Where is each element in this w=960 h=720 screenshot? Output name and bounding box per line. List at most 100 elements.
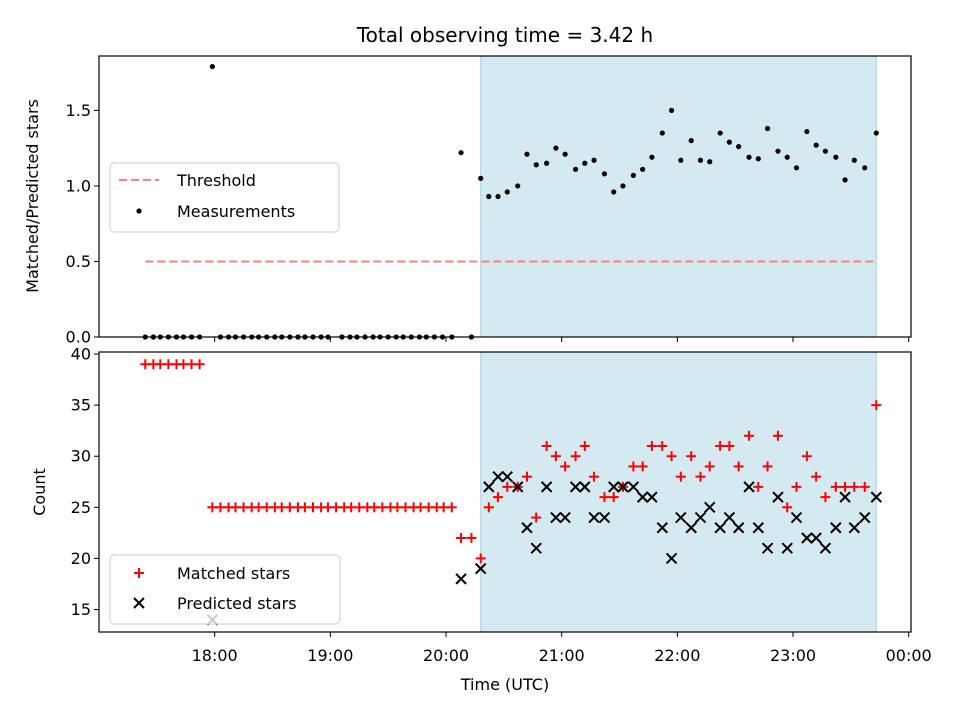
predicted-star-point — [839, 491, 851, 503]
measurement-point — [582, 160, 588, 166]
measurement-point — [697, 157, 704, 163]
predicted-star-point — [656, 522, 669, 534]
measurement-point — [659, 130, 665, 136]
matched-star-point — [466, 532, 477, 543]
measurement-point — [833, 154, 839, 160]
predicted-star-point — [617, 481, 629, 493]
matched-star-point — [456, 532, 467, 543]
matched-star-point — [599, 492, 610, 503]
measurement-point — [544, 160, 550, 166]
measurement-point — [486, 193, 492, 200]
matched-stars-legend-swatch — [134, 568, 144, 578]
matched-star-point — [811, 471, 822, 482]
predicted-star-point — [810, 532, 822, 544]
measurement-point — [726, 139, 732, 145]
y-tick-label: 15 — [71, 600, 91, 619]
measurement-point — [736, 144, 742, 150]
matched-star-point — [859, 481, 870, 492]
matched-star-point — [772, 430, 783, 441]
predicted-stars-legend-swatch — [133, 597, 145, 609]
x-tick-label: 18:00 — [192, 646, 238, 665]
matched-star-point — [666, 451, 677, 462]
x-tick-label: 00:00 — [886, 646, 932, 665]
predicted-star-point — [492, 470, 504, 483]
predicted-star-point — [704, 501, 716, 514]
measurement-point — [591, 157, 597, 163]
matched-star-point — [550, 451, 561, 462]
matched-star-point — [637, 461, 648, 472]
predicted-star-point — [732, 522, 745, 534]
predicted-star-point — [540, 481, 553, 493]
predicted-star-point — [530, 542, 542, 554]
measurement-point — [688, 138, 694, 144]
y-tick-label: 35 — [71, 396, 91, 415]
measurement-point — [764, 125, 771, 132]
matched-star-point — [628, 461, 639, 472]
predicted-star-point — [761, 542, 774, 554]
matched-star-point — [657, 441, 668, 452]
predicted-star-point — [743, 481, 755, 493]
matched-star-point — [840, 481, 851, 492]
y-tick-label: 25 — [71, 498, 91, 517]
bottom-shaded-span — [480, 351, 877, 633]
measurement-point — [601, 171, 608, 177]
matched-star-point — [194, 359, 205, 370]
measurement-point — [640, 166, 646, 172]
predicted-star-point — [627, 481, 640, 493]
measurement-point — [562, 151, 568, 157]
matched-star-point — [608, 492, 619, 503]
predicted-star-point — [665, 552, 678, 565]
top-x-ticks — [214, 337, 910, 342]
x-tick-label: 20:00 — [423, 646, 469, 665]
matched-star-point — [589, 471, 600, 482]
measurement-point — [553, 145, 559, 151]
matched-star-point — [744, 430, 755, 441]
top-y-axis-label: Matched/Predicted stars — [23, 99, 42, 293]
measurement-point — [851, 157, 857, 163]
predicted-star-point — [752, 522, 765, 534]
matched-star-point — [704, 461, 715, 472]
bottom-legend: Matched stars Predicted stars — [109, 554, 341, 625]
matched-star-point — [502, 481, 513, 492]
bottom-legend-box — [109, 554, 341, 625]
matched-stars-legend-label: Matched stars — [177, 564, 290, 583]
predicted-stars-legend-label: Predicted stars — [177, 594, 297, 613]
top-shaded-span — [480, 55, 877, 338]
measurement-point — [813, 142, 819, 148]
threshold-legend-label: Threshold — [176, 171, 256, 190]
matched-star-point — [541, 441, 552, 452]
predicted-star-point — [521, 522, 533, 534]
matched-star-point — [570, 451, 581, 462]
predicted-star-point — [512, 481, 524, 493]
matched-star-point — [531, 512, 542, 523]
matched-star-point — [521, 471, 532, 482]
chart-title: Total observing time = 3.42 h — [356, 23, 653, 47]
predicted-star-point — [550, 511, 562, 524]
measurement-point — [822, 148, 829, 154]
predicted-star-point — [588, 511, 600, 524]
predicted-star-point — [636, 491, 649, 503]
top-plot-frame — [98, 55, 912, 338]
measurement-point — [611, 189, 617, 195]
matched-star-point — [820, 492, 831, 503]
measurement-point — [707, 159, 713, 165]
y-tick-label: 30 — [71, 447, 91, 466]
matched-star-point — [493, 492, 504, 503]
y-tick-label: 0.0 — [66, 328, 91, 347]
predicted-star-point — [723, 511, 736, 524]
x-axis-label: Time (UTC) — [460, 675, 549, 694]
measurement-point — [755, 156, 761, 162]
measurement-point — [668, 107, 675, 113]
x-tick-label: 19:00 — [307, 646, 353, 665]
predicted-star-point — [819, 542, 832, 554]
predicted-star-point — [848, 522, 861, 534]
predicted-star-point — [694, 511, 707, 524]
bottom-y-ticks: 15 20 25 30 35 40 — [71, 345, 99, 619]
matched-star-point — [686, 451, 697, 462]
predicted-star-point — [801, 532, 813, 544]
measurement-point — [524, 151, 530, 157]
predicted-star-point — [483, 481, 495, 493]
predicted-star-point — [830, 522, 842, 534]
matched-star-point — [762, 461, 773, 472]
bottom-y-axis-label: Count — [30, 468, 49, 516]
